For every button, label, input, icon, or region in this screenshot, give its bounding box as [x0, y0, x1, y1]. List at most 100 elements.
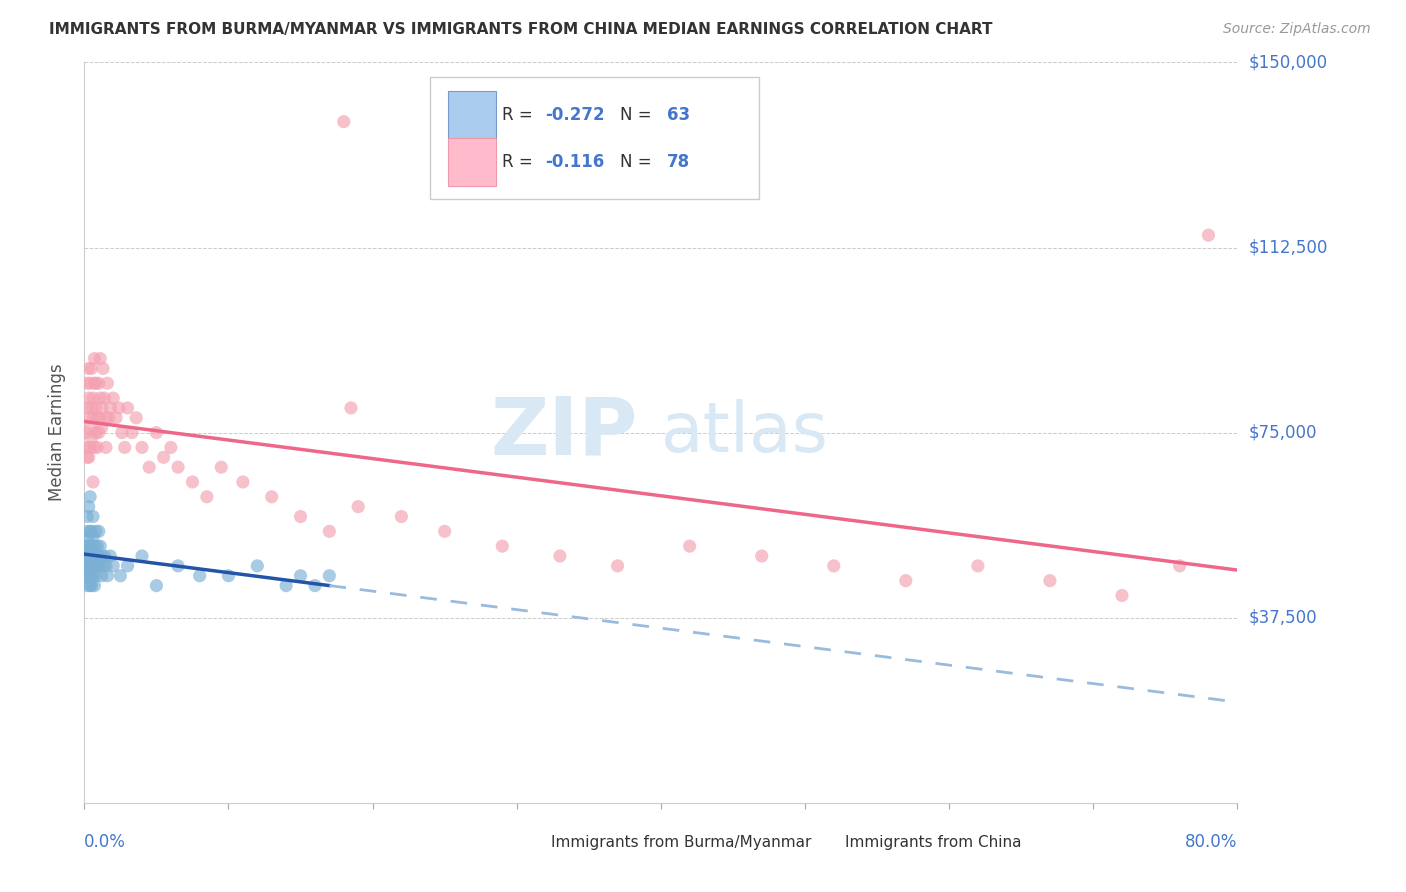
Point [89, 391, 111, 405]
Point [1111, 589, 1133, 603]
Point [181, 475, 204, 489]
Point [260, 490, 283, 504]
Text: $150,000: $150,000 [1249, 54, 1327, 71]
Point [290, 568, 312, 582]
Text: R =: R = [502, 153, 543, 171]
Point [75, 441, 97, 455]
Point [318, 568, 340, 582]
Point [76, 579, 98, 593]
Point [75, 539, 97, 553]
Point [79, 441, 101, 455]
Text: N =: N = [620, 153, 658, 171]
Point [79, 420, 101, 434]
Point [232, 475, 254, 489]
Point [89, 558, 111, 573]
Point [87, 549, 110, 563]
Point [80, 361, 103, 376]
Point [114, 441, 136, 455]
Point [82, 410, 104, 425]
Point [84, 425, 107, 440]
Point [84, 401, 107, 415]
FancyBboxPatch shape [447, 138, 496, 186]
Point [80, 524, 103, 539]
Point [84, 376, 107, 391]
Point [90, 420, 112, 434]
Point [167, 460, 190, 475]
Y-axis label: Median Earnings: Median Earnings [48, 364, 66, 501]
Point [79, 490, 101, 504]
FancyBboxPatch shape [447, 91, 496, 139]
Point [117, 558, 139, 573]
Text: 78: 78 [666, 153, 690, 171]
Point [87, 376, 110, 391]
Point [86, 441, 108, 455]
Point [97, 410, 120, 425]
Point [160, 441, 183, 455]
Text: Immigrants from China: Immigrants from China [845, 835, 1022, 850]
Point [131, 441, 153, 455]
Point [80, 401, 103, 415]
Point [125, 410, 148, 425]
Point [83, 539, 105, 553]
Point [90, 549, 112, 563]
Point [276, 579, 298, 593]
Point [167, 558, 190, 573]
Point [82, 549, 104, 563]
Text: 0.0%: 0.0% [84, 833, 127, 851]
Point [290, 509, 312, 524]
Point [145, 425, 167, 440]
Point [80, 431, 103, 445]
Point [138, 460, 160, 475]
Point [89, 539, 111, 553]
FancyBboxPatch shape [801, 829, 841, 859]
Point [105, 410, 128, 425]
Point [76, 549, 98, 563]
Point [87, 524, 110, 539]
Text: N =: N = [620, 106, 658, 124]
Point [82, 568, 104, 582]
Point [83, 549, 105, 563]
Point [304, 579, 326, 593]
Point [80, 549, 103, 563]
Point [79, 579, 101, 593]
Point [83, 376, 105, 391]
Point [76, 509, 98, 524]
Point [90, 568, 112, 582]
Point [84, 568, 107, 582]
Point [86, 410, 108, 425]
Point [76, 450, 98, 465]
Point [108, 401, 131, 415]
Point [894, 574, 917, 588]
Point [77, 558, 100, 573]
Text: -0.116: -0.116 [546, 153, 605, 171]
Point [84, 549, 107, 563]
Text: R =: R = [502, 106, 537, 124]
Point [82, 475, 104, 489]
Point [83, 558, 105, 573]
Point [77, 568, 100, 582]
Point [218, 568, 240, 582]
Text: Immigrants from Burma/Myanmar: Immigrants from Burma/Myanmar [551, 835, 811, 850]
Point [86, 558, 108, 573]
Point [77, 450, 100, 465]
Point [433, 524, 456, 539]
Point [94, 441, 117, 455]
Point [246, 558, 269, 573]
Point [823, 558, 845, 573]
Point [96, 376, 118, 391]
Point [86, 539, 108, 553]
Point [84, 524, 107, 539]
Point [75, 549, 97, 563]
Point [94, 558, 117, 573]
Point [209, 460, 232, 475]
Point [76, 376, 98, 391]
Point [82, 509, 104, 524]
Text: Source: ZipAtlas.com: Source: ZipAtlas.com [1223, 22, 1371, 37]
Text: -0.272: -0.272 [546, 106, 605, 124]
Text: 63: 63 [666, 106, 690, 124]
Text: 80.0%: 80.0% [1185, 833, 1237, 851]
Point [548, 549, 571, 563]
Point [76, 558, 98, 573]
Text: atlas: atlas [661, 399, 828, 467]
Point [79, 539, 101, 553]
